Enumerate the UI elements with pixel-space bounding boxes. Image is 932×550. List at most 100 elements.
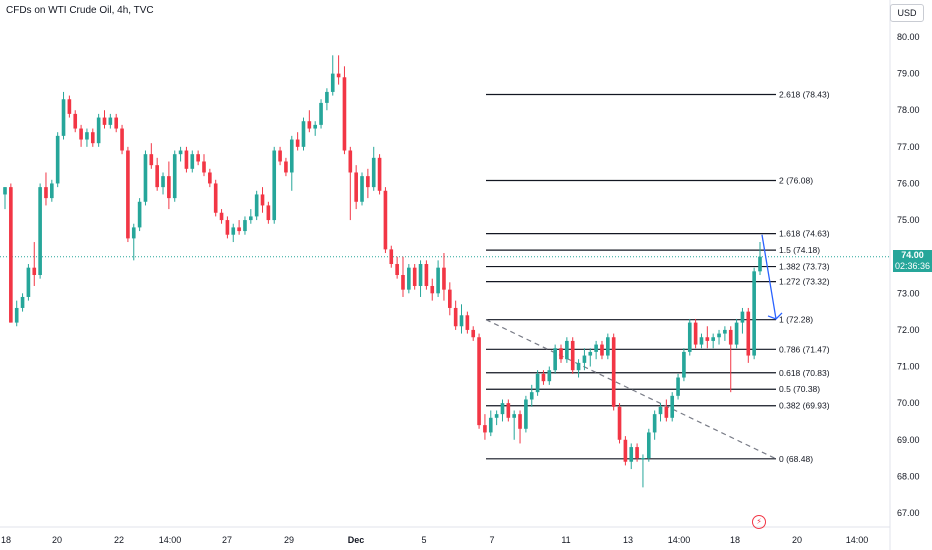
fib-level-label: 0.5 (70.38) bbox=[779, 384, 820, 394]
candle-body bbox=[61, 99, 66, 136]
candle-body bbox=[699, 337, 704, 345]
candle-body bbox=[758, 256, 762, 272]
projection-arrow bbox=[761, 234, 777, 320]
x-tick-label: 18 bbox=[1, 535, 11, 545]
candle-body bbox=[682, 351, 686, 378]
candle-body bbox=[629, 447, 634, 462]
candle-body bbox=[126, 150, 130, 239]
y-tick-label: 76.00 bbox=[897, 178, 920, 188]
candle-body bbox=[248, 216, 253, 221]
candle-body bbox=[512, 414, 517, 418]
candle-body bbox=[646, 432, 651, 459]
candle-body bbox=[447, 289, 452, 308]
x-tick-label: 22 bbox=[114, 535, 124, 545]
candle-body bbox=[172, 154, 177, 199]
candle-body bbox=[190, 154, 195, 169]
candle-body bbox=[67, 99, 72, 114]
candle-body bbox=[196, 154, 200, 162]
candle-body bbox=[465, 315, 470, 330]
candle-body bbox=[360, 176, 364, 202]
candle-body bbox=[500, 403, 505, 415]
candle-body bbox=[693, 322, 698, 345]
candle-body bbox=[231, 227, 236, 235]
candle-body bbox=[559, 348, 563, 360]
candle-body bbox=[547, 370, 552, 382]
candle-body bbox=[202, 161, 206, 173]
candle-body bbox=[336, 73, 341, 78]
candle-body bbox=[44, 187, 48, 199]
candle-body bbox=[167, 176, 171, 199]
candle-body bbox=[483, 425, 487, 433]
candle-body bbox=[664, 406, 669, 418]
candle-body bbox=[529, 392, 534, 400]
x-tick-label: 14:00 bbox=[159, 535, 182, 545]
candle-body bbox=[588, 351, 593, 356]
candle-body bbox=[319, 102, 323, 125]
bar-countdown: 02:36:36 bbox=[894, 261, 931, 271]
currency-button[interactable]: USD bbox=[890, 4, 924, 22]
candle-body bbox=[746, 311, 751, 356]
candle-body bbox=[687, 322, 692, 352]
candle-body bbox=[600, 344, 604, 356]
candle-body bbox=[658, 406, 663, 415]
y-tick-label: 70.00 bbox=[897, 398, 920, 408]
candle-body bbox=[366, 176, 370, 188]
candle-body bbox=[26, 267, 31, 297]
candle-body bbox=[506, 403, 511, 418]
candle-body bbox=[137, 201, 142, 228]
fib-level-label: 0.786 (71.47) bbox=[779, 344, 830, 354]
candle-body bbox=[676, 377, 680, 396]
x-tick-label: 18 bbox=[730, 535, 740, 545]
y-tick-label: 68.00 bbox=[897, 471, 920, 481]
fib-level-label: 1.5 (74.18) bbox=[779, 245, 820, 255]
candle-body bbox=[407, 267, 411, 290]
y-tick-label: 77.00 bbox=[897, 142, 920, 152]
candle-body bbox=[418, 264, 423, 286]
candle-body bbox=[442, 267, 446, 290]
last-price-tag: 74.00 02:36:36 bbox=[893, 250, 932, 272]
candle-body bbox=[436, 267, 440, 294]
candle-body bbox=[79, 128, 83, 140]
y-tick-label: 79.00 bbox=[897, 69, 920, 79]
y-tick-label: 78.00 bbox=[897, 105, 920, 115]
candle-body bbox=[9, 187, 13, 323]
candle-body bbox=[149, 154, 154, 166]
candle-body bbox=[383, 190, 388, 250]
candle-body bbox=[342, 77, 347, 151]
candle-body bbox=[254, 194, 259, 217]
candle-body bbox=[20, 296, 25, 308]
candle-body bbox=[471, 329, 476, 338]
candle-body bbox=[453, 307, 458, 327]
y-tick-label: 69.00 bbox=[897, 435, 920, 445]
candle-body bbox=[711, 337, 715, 341]
y-tick-label: 67.00 bbox=[897, 508, 920, 518]
candle-body bbox=[541, 373, 546, 382]
candle-body bbox=[488, 417, 493, 433]
x-tick-label: Dec bbox=[348, 535, 365, 545]
candle-body bbox=[32, 267, 37, 275]
candle-body bbox=[395, 264, 399, 275]
candle-body bbox=[272, 150, 277, 221]
candle-body bbox=[617, 406, 622, 440]
candle-body bbox=[518, 414, 522, 429]
fib-level-label: 0 (68.48) bbox=[779, 454, 813, 464]
candle-body bbox=[38, 187, 42, 275]
candle-body bbox=[606, 337, 610, 356]
candle-body bbox=[225, 220, 230, 235]
candle-body bbox=[155, 165, 159, 188]
candle-body bbox=[576, 362, 581, 371]
candle-body bbox=[108, 117, 113, 125]
candle-body bbox=[178, 150, 183, 155]
x-tick-label: 20 bbox=[792, 535, 802, 545]
lightning-bolt-icon[interactable]: ⚡ bbox=[752, 515, 766, 529]
candle-body bbox=[161, 176, 165, 188]
candle-body bbox=[553, 348, 557, 371]
candle-body bbox=[131, 227, 136, 239]
candle-body bbox=[565, 340, 569, 360]
fib-level-label: 0.382 (69.93) bbox=[779, 401, 830, 411]
candle-body bbox=[594, 344, 598, 352]
candle-body bbox=[459, 315, 464, 327]
candle-body bbox=[301, 121, 306, 147]
x-tick-label: 29 bbox=[284, 535, 294, 545]
